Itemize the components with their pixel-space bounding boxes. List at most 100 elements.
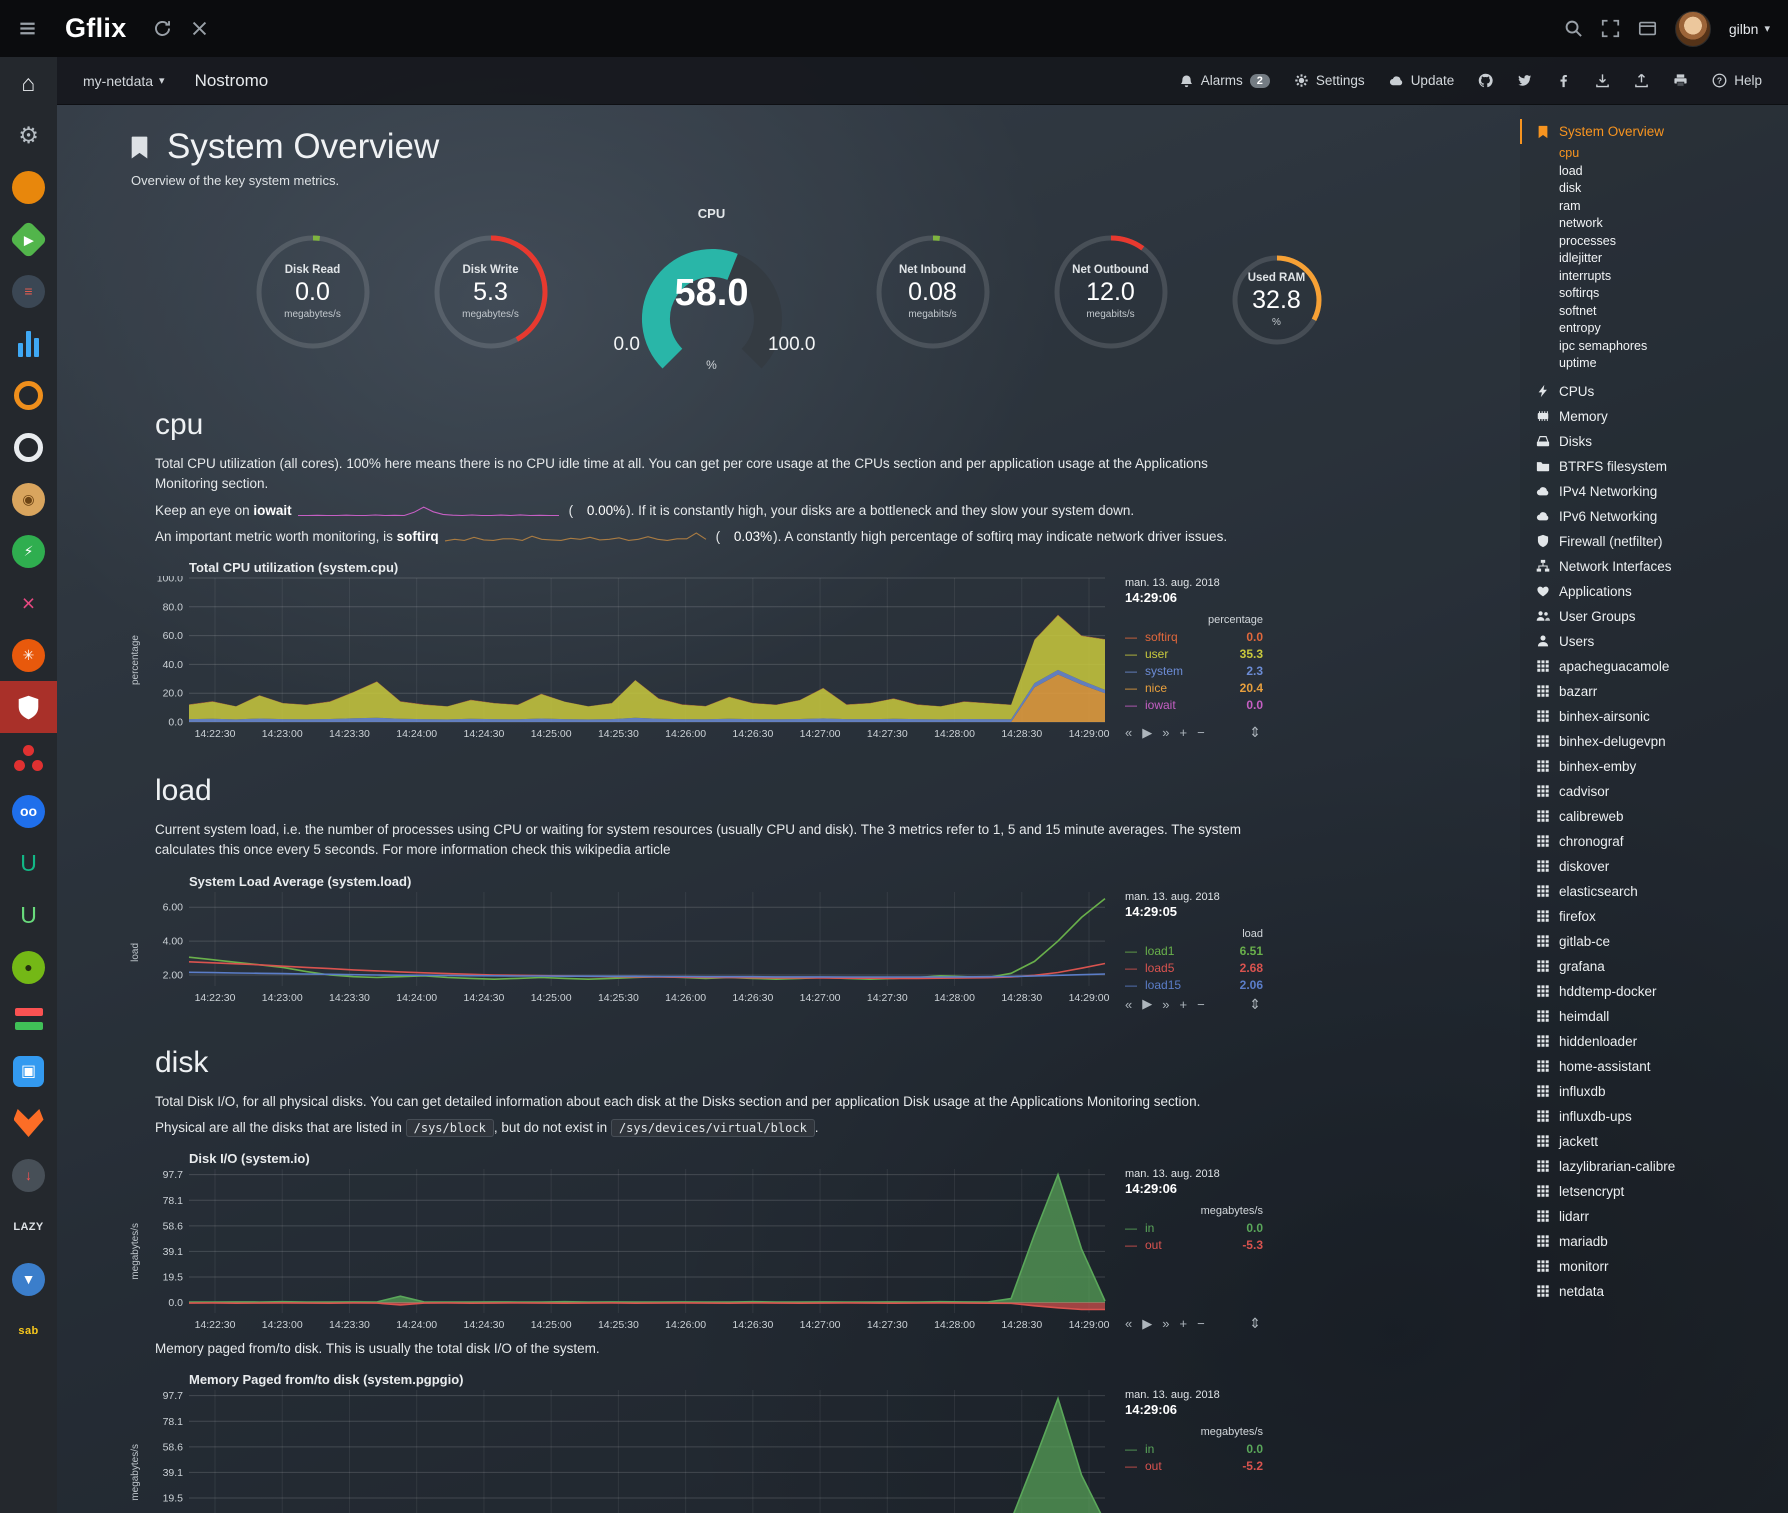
window-icon[interactable] — [1638, 19, 1657, 38]
menu-subitem-softnet[interactable]: softnet — [1559, 303, 1597, 318]
legend-series-user[interactable]: — user 35.3 — [1125, 646, 1263, 663]
legend-series-load15[interactable]: — load15 2.06 — [1125, 977, 1263, 994]
menu-item-users[interactable]: Users — [1536, 629, 1780, 654]
nav-facebook-button[interactable] — [1556, 73, 1571, 88]
nav-alarms-button[interactable]: Alarms 2 — [1179, 73, 1270, 88]
menu-item-btrfs-filesystem[interactable]: BTRFS filesystem — [1536, 454, 1780, 479]
nav-download-button[interactable] — [1595, 73, 1610, 88]
legend-series-softirq[interactable]: — softirq 0.0 — [1125, 629, 1263, 646]
menu-item-memory[interactable]: Memory — [1536, 404, 1780, 429]
menu-subitem-uptime[interactable]: uptime — [1559, 356, 1597, 370]
nav-print-button[interactable] — [1673, 73, 1688, 88]
menu-item-monitorr[interactable]: monitorr — [1536, 1254, 1780, 1279]
user-menu[interactable]: gilbn ▾ — [1729, 21, 1770, 37]
legend-series-out[interactable]: — out -5.2 — [1125, 1458, 1263, 1475]
menu-subitem-processes[interactable]: processes — [1559, 233, 1616, 248]
legend-series-nice[interactable]: — nice 20.4 — [1125, 680, 1263, 697]
refresh-icon[interactable] — [153, 19, 172, 38]
chart-resize-handle[interactable]: ⇕ — [1249, 724, 1261, 740]
chart-resize-handle[interactable]: ⇕ — [1249, 995, 1261, 1012]
nav-update-button[interactable]: Update — [1389, 73, 1454, 88]
gauge-cpu[interactable]: CPU 58.0 0.0 100.0% — [608, 206, 816, 378]
app-icon-gitlab[interactable] — [0, 1097, 57, 1149]
pan-forward-button[interactable]: » — [1162, 996, 1170, 1012]
menu-subitem-load[interactable]: load — [1559, 163, 1583, 178]
app-icon-green-bolt[interactable]: ⚡ — [0, 525, 57, 577]
menu-item-influxdb[interactable]: influxdb — [1536, 1079, 1780, 1104]
legend-series-system[interactable]: — system 2.3 — [1125, 663, 1263, 680]
app-icon-red-down-arrow[interactable]: ↓ — [0, 1149, 57, 1201]
nav-twitter-button[interactable] — [1517, 73, 1532, 88]
menu-item-binhex-delugevpn[interactable]: binhex-delugevpn — [1536, 729, 1780, 754]
menu-item-influxdb-ups[interactable]: influxdb-ups — [1536, 1104, 1780, 1129]
app-icon-blue-oo[interactable]: oo — [0, 785, 57, 837]
app-icon-lazylibrarian[interactable]: LAZY — [0, 1201, 57, 1253]
menu-item-mariadb[interactable]: mariadb — [1536, 1229, 1780, 1254]
menu-item-binhex-airsonic[interactable]: binhex-airsonic — [1536, 704, 1780, 729]
app-icon-sabnzbd[interactable]: sab — [0, 1305, 57, 1357]
menu-item-bazarr[interactable]: bazarr — [1536, 679, 1780, 704]
gauge-net-inbound[interactable]: Net Inbound 0.08 megabits/s — [872, 231, 994, 353]
menu-item-grafana[interactable]: grafana — [1536, 954, 1780, 979]
zoom-out-button[interactable]: − — [1197, 1316, 1205, 1331]
app-icon-white-ring[interactable] — [0, 421, 57, 473]
gauge-net-outbound[interactable]: Net Outbound 12.0 megabits/s — [1050, 231, 1172, 353]
legend-series-out[interactable]: — out -5.3 — [1125, 1237, 1263, 1254]
app-icon-blue-window[interactable]: ▣ — [0, 1045, 57, 1097]
app-icon-amber-circle[interactable]: ◉ — [0, 473, 57, 525]
app-icon-orange-ring[interactable] — [0, 369, 57, 421]
chart-plot-system-io[interactable]: 0.0 19.5 39.1 58.6 78.1 97.7 14:22:30 14:23:00 1… — [143, 1167, 1113, 1335]
chart-plot-system-load[interactable]: 2.00 4.00 6.00 14:22:30 14:23:00 14:23:30 14:2… — [143, 890, 1113, 1008]
menu-item-disks[interactable]: Disks — [1536, 429, 1780, 454]
legend-series-load5[interactable]: — load5 2.68 — [1125, 960, 1263, 977]
app-icon-teal-u[interactable]: U — [0, 837, 57, 889]
home-button[interactable]: ⌂ — [0, 57, 57, 109]
play-button[interactable]: ▶ — [1142, 724, 1153, 740]
settings-button[interactable]: ⚙ — [0, 109, 57, 161]
menu-subitem-idlejitter[interactable]: idlejitter — [1559, 251, 1603, 265]
app-icon-disc-stack[interactable]: ≡ — [0, 265, 57, 317]
wikipedia-link[interactable]: wikipedia article — [575, 842, 671, 858]
pan-backward-button[interactable]: « — [1125, 1316, 1133, 1331]
fullscreen-icon[interactable] — [1601, 19, 1620, 38]
app-icon-blue-bars[interactable] — [0, 317, 57, 369]
iowait-sparkline[interactable] — [296, 503, 561, 518]
chart-resize-handle[interactable]: ⇕ — [1249, 1315, 1261, 1331]
menu-item-apacheguacamole[interactable]: apacheguacamole — [1536, 654, 1780, 679]
chart-plot-system-cpu[interactable]: 0.0 20.0 40.0 60.0 80.0 100.0 14:22:30 14:23:00… — [143, 576, 1113, 744]
menu-item-jackett[interactable]: jackett — [1536, 1129, 1780, 1154]
nav-settings-button[interactable]: Settings — [1294, 73, 1365, 88]
menu-subitem-network[interactable]: network — [1559, 216, 1603, 230]
menu-subitem-interrupts[interactable]: interrupts — [1559, 268, 1612, 283]
play-button[interactable]: ▶ — [1142, 1315, 1153, 1331]
menu-item-gitlab-ce[interactable]: gitlab-ce — [1536, 929, 1780, 954]
menu-item-letsencrypt[interactable]: letsencrypt — [1536, 1179, 1780, 1204]
gauge-disk-read[interactable]: Disk Read 0.0 megabytes/s — [252, 231, 374, 353]
menu-item-user-groups[interactable]: User Groups — [1536, 604, 1780, 629]
nav-help-button[interactable]: ? Help — [1712, 73, 1762, 88]
nav-upload-button[interactable] — [1634, 73, 1649, 88]
pan-forward-button[interactable]: » — [1162, 1316, 1170, 1331]
menu-item-binhex-emby[interactable]: binhex-emby — [1536, 754, 1780, 779]
menu-item-ipv4-networking[interactable]: IPv4 Networking — [1536, 479, 1780, 504]
menu-subitem-softirqs[interactable]: softirqs — [1559, 286, 1600, 300]
pan-forward-button[interactable]: » — [1162, 725, 1170, 740]
menu-item-cpus[interactable]: CPUs — [1536, 379, 1780, 404]
menu-subitem-ipc-semaphores[interactable]: ipc semaphores — [1559, 338, 1648, 353]
legend-series-in[interactable]: — in 0.0 — [1125, 1441, 1263, 1458]
app-icon-orange-octo[interactable]: ✳ — [0, 629, 57, 681]
menu-item-chronograf[interactable]: chronograf — [1536, 829, 1780, 854]
nav-github-button[interactable] — [1478, 73, 1493, 88]
menu-item-firewall-netfilter[interactable]: Firewall (netfilter) — [1536, 529, 1780, 554]
menu-item-lidarr[interactable]: lidarr — [1536, 1204, 1780, 1229]
gauge-disk-write[interactable]: Disk Write 5.3 megabytes/s — [430, 231, 552, 353]
app-icon-pink-x[interactable]: × — [0, 577, 57, 629]
pan-backward-button[interactable]: « — [1125, 996, 1133, 1012]
app-icon-green-u[interactable]: U — [0, 889, 57, 941]
zoom-out-button[interactable]: − — [1197, 725, 1205, 740]
search-icon[interactable] — [1564, 19, 1583, 38]
zoom-in-button[interactable]: + — [1179, 996, 1188, 1012]
zoom-in-button[interactable]: + — [1179, 1316, 1188, 1331]
menu-subitem-cpu[interactable]: cpu — [1559, 146, 1580, 160]
close-icon[interactable] — [190, 19, 209, 38]
